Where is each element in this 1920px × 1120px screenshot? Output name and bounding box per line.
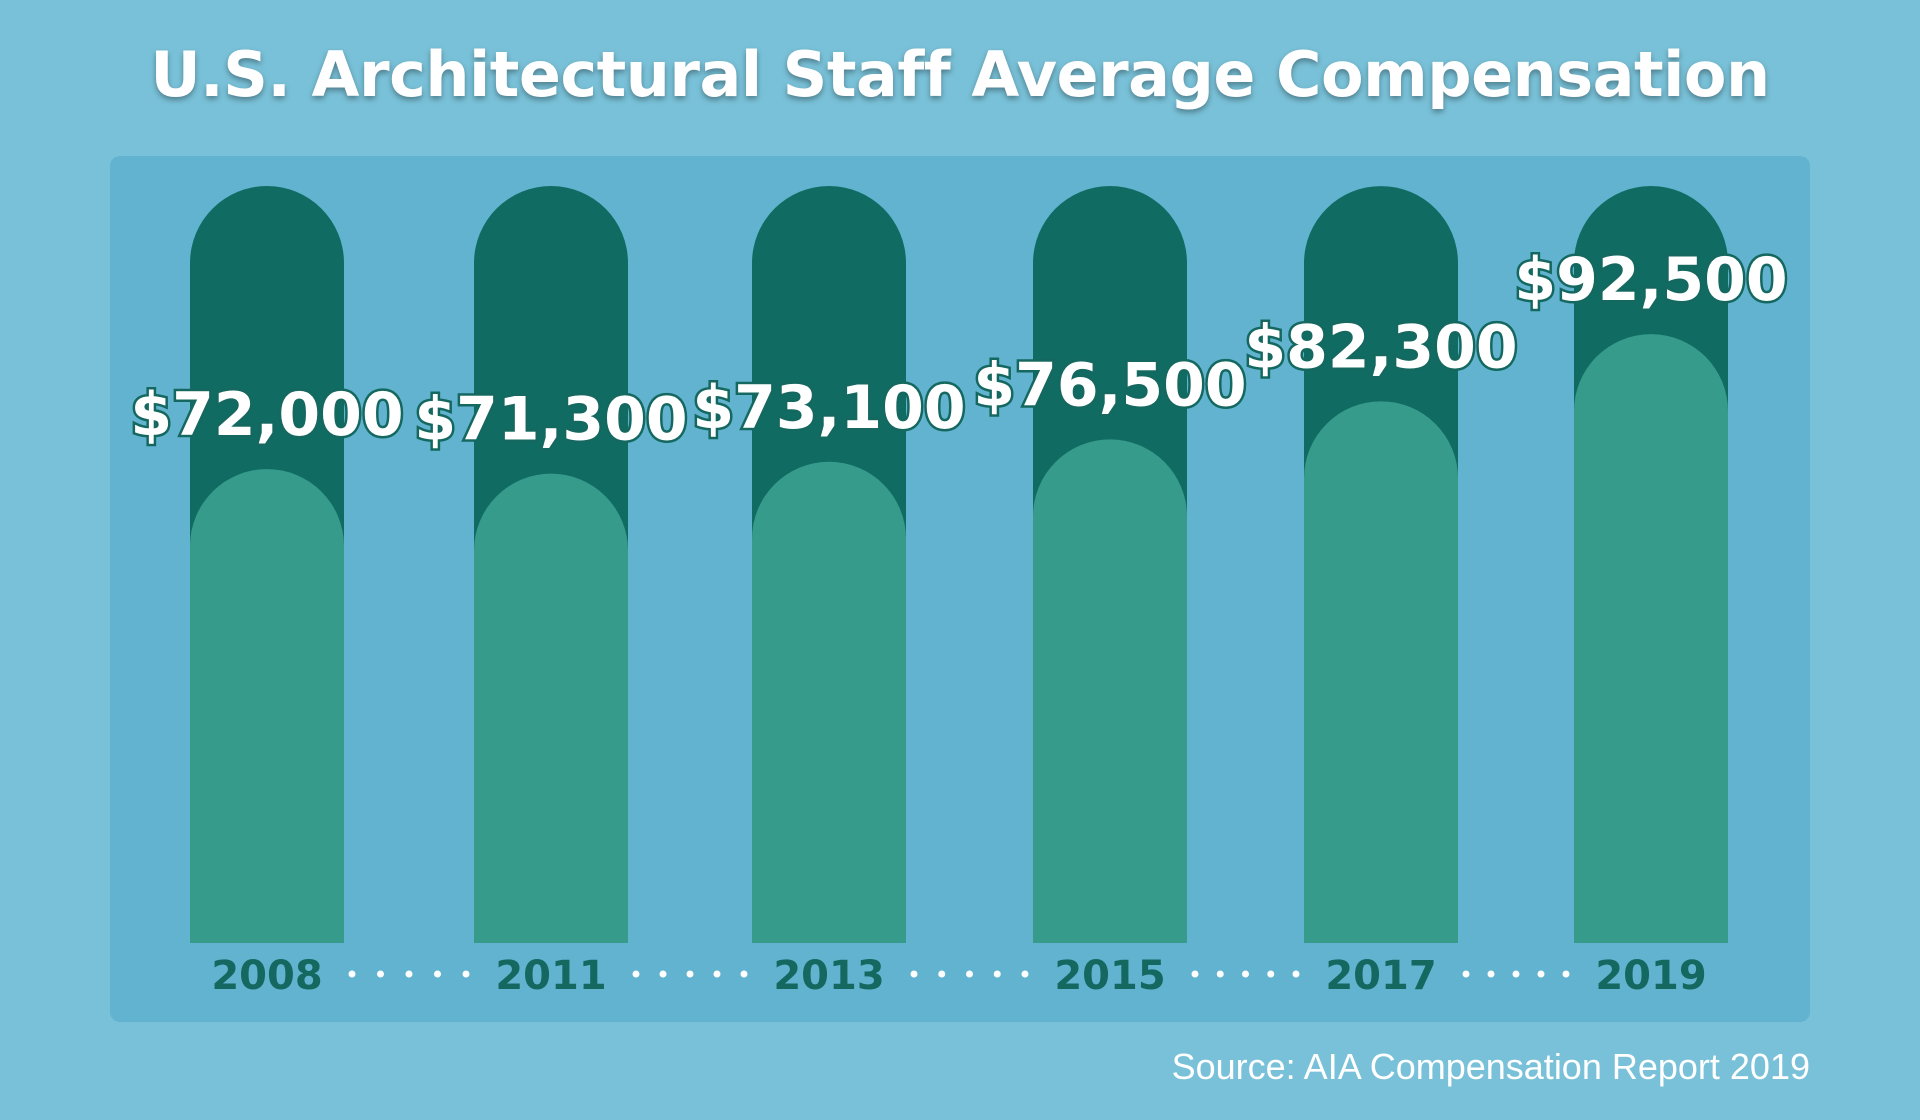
x-tick-label: 2011 xyxy=(495,953,606,999)
separator-dot xyxy=(1537,970,1545,978)
bar xyxy=(1574,334,1728,943)
separator-dot xyxy=(1216,970,1224,978)
data-label: $82,300 xyxy=(1244,312,1517,382)
separator-dot xyxy=(966,970,973,978)
separator-dot xyxy=(462,970,470,978)
separator-dot xyxy=(659,970,667,978)
separator-dot xyxy=(993,970,1001,978)
separator-dot xyxy=(740,970,748,978)
bar-chart: $72,000 2008 $71,300 2011 $73,100 2013 $76,500… xyxy=(128,186,1790,999)
separator-dot xyxy=(1462,970,1470,978)
x-tick-label: 2019 xyxy=(1595,953,1706,999)
bar xyxy=(1033,439,1187,943)
separator-dot xyxy=(632,970,640,978)
separator-dot xyxy=(1512,970,1520,978)
x-tick-label: 2017 xyxy=(1325,953,1436,999)
separator-dot xyxy=(1242,970,1249,978)
data-label: $72,000 xyxy=(130,380,403,450)
separator-dot xyxy=(405,970,413,978)
separator-dot xyxy=(1021,970,1029,978)
chart-title: U.S. Architectural Staff Average Compens… xyxy=(150,38,1770,111)
data-label: $73,100 xyxy=(692,373,965,443)
separator-dot xyxy=(377,970,384,978)
data-label: $92,500 xyxy=(1514,245,1787,315)
bar xyxy=(752,461,906,943)
separator-dot xyxy=(434,970,441,978)
separator-dot xyxy=(1191,970,1199,978)
separator-dot xyxy=(686,970,694,978)
bar xyxy=(1304,401,1458,943)
separator-dot xyxy=(1487,970,1495,978)
separator-dot xyxy=(938,970,946,978)
separator-dot xyxy=(910,970,918,978)
x-tick-label: 2013 xyxy=(773,953,884,999)
chart-panel: $72,000 2008 $71,300 2011 $73,100 2013 $76,500… xyxy=(110,156,1810,1022)
source-note: Source: AIA Compensation Report 2019 xyxy=(1171,1046,1810,1087)
separator-dot xyxy=(348,970,356,978)
separator-dot xyxy=(1292,970,1300,978)
separator-dot xyxy=(713,970,721,978)
data-label: $71,300 xyxy=(414,385,687,455)
bar xyxy=(474,473,628,943)
x-tick-label: 2015 xyxy=(1054,953,1165,999)
bar xyxy=(190,469,344,943)
separator-dot xyxy=(1562,970,1570,978)
x-tick-label: 2008 xyxy=(211,953,322,999)
separator-dot xyxy=(1267,970,1275,978)
data-label: $76,500 xyxy=(973,350,1246,420)
